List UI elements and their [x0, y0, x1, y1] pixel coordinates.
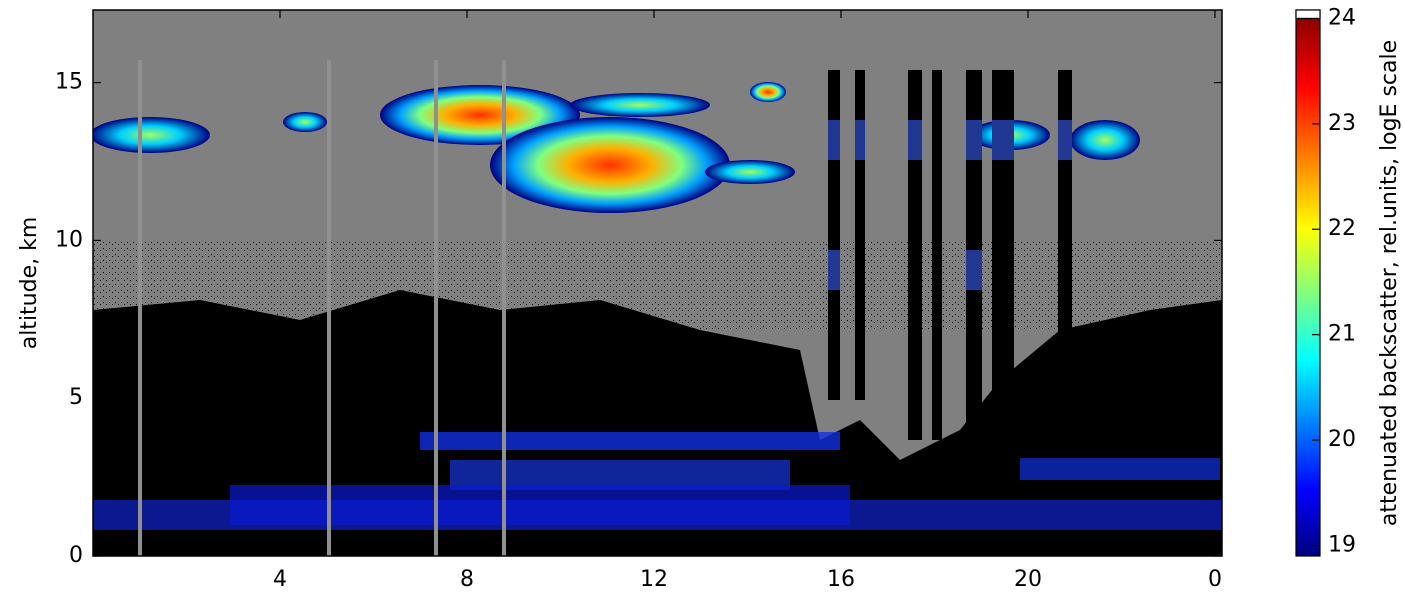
- colorbar: [1295, 9, 1321, 557]
- colorbar-tick-label: 20: [1328, 427, 1356, 452]
- colorbar-tick-label: 23: [1328, 111, 1356, 136]
- y-tick-label: 15: [55, 70, 83, 95]
- y-tick-label: 5: [69, 385, 83, 410]
- x-tick-label: 12: [640, 567, 668, 592]
- x-tick-label: 20: [1014, 567, 1042, 592]
- colorbar-tick-label: 24: [1328, 5, 1356, 30]
- colorbar-label: attenuated backscatter, rel.units, logE …: [1377, 40, 1402, 526]
- colorbar-tick-label: 19: [1328, 532, 1356, 557]
- y-tick-label: 10: [55, 227, 83, 252]
- colorbar-over: [1295, 9, 1321, 20]
- x-tick-label: 8: [460, 567, 474, 592]
- colorbar-tick-label: 22: [1328, 216, 1356, 241]
- y-tick-label: 0: [69, 543, 83, 568]
- y-axis-label: altitude, km: [17, 217, 42, 350]
- plot-frame: [92, 9, 1223, 557]
- colorbar-tick-label: 21: [1328, 322, 1356, 347]
- x-tick-label: 4: [273, 567, 287, 592]
- image: [93, 10, 1222, 556]
- x-tick-label: 16: [827, 567, 855, 592]
- x-tick-label: 0: [1208, 567, 1222, 592]
